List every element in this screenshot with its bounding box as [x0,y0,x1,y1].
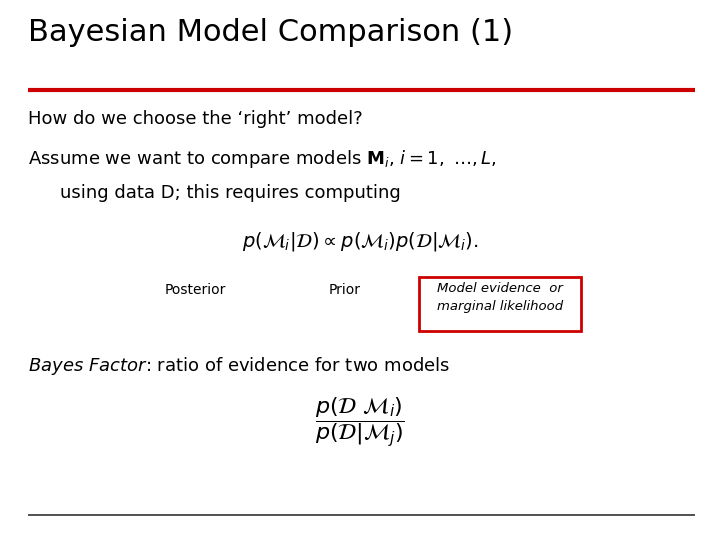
Text: Prior: Prior [329,283,361,297]
Text: Posterior: Posterior [164,283,225,297]
FancyBboxPatch shape [419,277,581,331]
Text: Assume we want to compare models $\mathbf{M}_i$, $i{=}1,\ \ldots,L$,: Assume we want to compare models $\mathb… [28,148,497,170]
Text: using data D; this requires computing: using data D; this requires computing [60,184,401,202]
Text: $\dfrac{p(\mathcal{D}\ \mathcal{M}_i)}{p(\mathcal{D}|\mathcal{M}_j)}$: $\dfrac{p(\mathcal{D}\ \mathcal{M}_i)}{p… [315,395,405,449]
Text: $p(\mathcal{M}_i|\mathcal{D}) \propto p(\mathcal{M}_i)p(\mathcal{D}|\mathcal{M}_: $p(\mathcal{M}_i|\mathcal{D}) \propto p(… [242,230,478,253]
Text: Bayesian Model Comparison (1): Bayesian Model Comparison (1) [28,18,513,47]
Text: $\it{Bayes\ Factor}$: ratio of evidence for two models: $\it{Bayes\ Factor}$: ratio of evidence … [28,355,450,377]
Text: How do we choose the ‘right’ model?: How do we choose the ‘right’ model? [28,110,363,128]
Text: Model evidence  or
marginal likelihood: Model evidence or marginal likelihood [437,282,563,313]
